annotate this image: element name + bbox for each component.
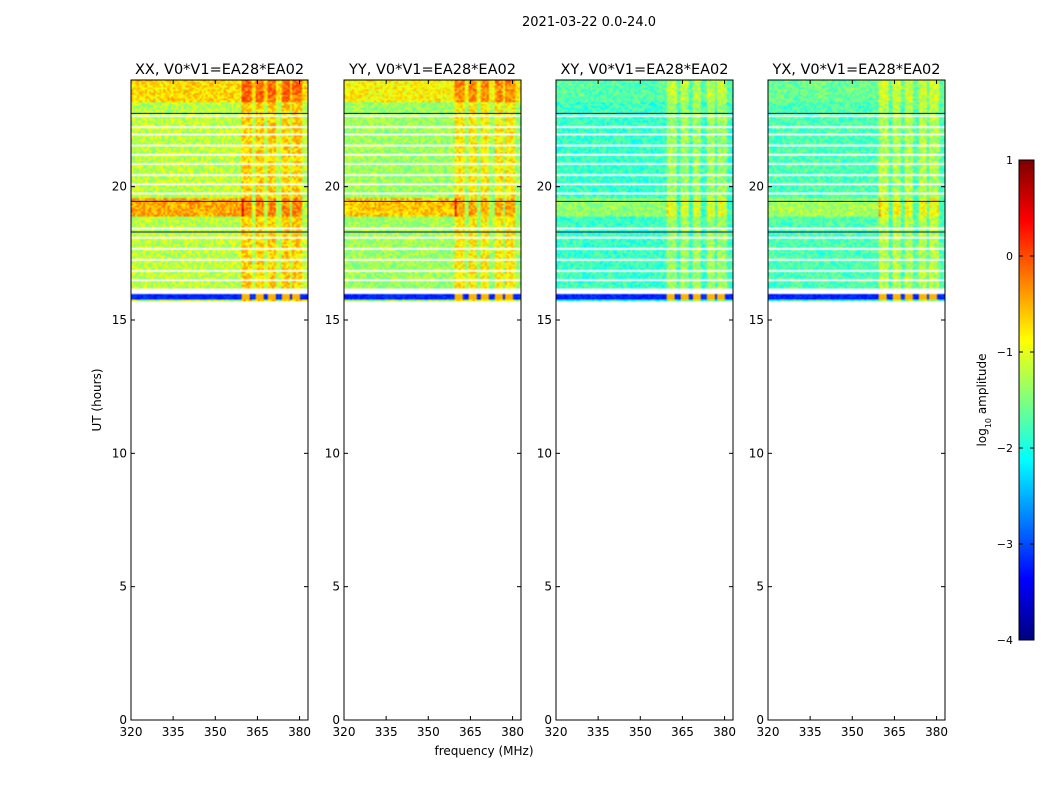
y-tick-label: 5 (756, 580, 764, 594)
x-tick-label: 350 (417, 725, 440, 739)
x-tick-label: 335 (162, 725, 185, 739)
panel-title: XY, V0*V1=EA28*EA02 (560, 62, 728, 78)
panel-2: YY, V0*V1=EA28*EA02 320 335 350 365 380 0 5 10 15… (325, 62, 524, 739)
colorbar-tick-label: −2 (997, 442, 1013, 455)
y-tick-label: 15 (325, 313, 340, 327)
y-tick-label: 10 (749, 446, 764, 460)
y-tick-label: 5 (544, 580, 552, 594)
x-tick-label: 365 (246, 725, 269, 739)
figure-title: 2021-03-22 0.0-24.0 (522, 15, 656, 30)
x-tick-label: 350 (204, 725, 227, 739)
y-tick-label: 0 (544, 713, 552, 727)
colorbar-tick-label: −1 (997, 346, 1013, 359)
y-tick-label: 15 (749, 313, 764, 327)
x-tick-label: 380 (501, 725, 524, 739)
colorbar-gradient (1019, 160, 1034, 640)
x-tick-label: 320 (545, 725, 568, 739)
x-tick-label: 320 (120, 725, 143, 739)
colorbar-frame (1018, 159, 1035, 641)
y-tick-label: 0 (119, 713, 127, 727)
panel-title: YY, V0*V1=EA28*EA02 (348, 62, 516, 78)
heatmap-image (131, 80, 308, 302)
y-tick-label: 15 (112, 313, 127, 327)
x-tick-label: 320 (757, 725, 780, 739)
x-tick-label: 335 (587, 725, 610, 739)
colorbar-tick-label: −4 (997, 634, 1013, 647)
y-tick-label: 10 (112, 446, 127, 460)
y-tick-label: 5 (119, 580, 127, 594)
colorbar-tick-label: −3 (997, 538, 1013, 551)
panel-1: XX, V0*V1=EA28*EA02 320 335 350 365 380 0 5 10 15… (112, 62, 311, 739)
panel-title: YX, V0*V1=EA28*EA02 (771, 62, 940, 78)
y-tick-label: 15 (537, 313, 552, 327)
x-tick-label: 365 (459, 725, 482, 739)
x-axis-label: frequency (MHz) (434, 744, 533, 758)
y-tick-label: 10 (537, 446, 552, 460)
x-tick-label: 335 (375, 725, 398, 739)
x-tick-label: 365 (883, 725, 906, 739)
x-tick-label: 320 (333, 725, 356, 739)
panels: XX, V0*V1=EA28*EA02 320 335 350 365 380 0 5 10 15… (112, 62, 948, 739)
panel-3: XY, V0*V1=EA28*EA02 320 335 350 365 380 0 5 10 15… (537, 62, 736, 739)
panel-frame (555, 79, 734, 721)
x-tick-label: 365 (671, 725, 694, 739)
heatmap-image (768, 80, 945, 302)
panel-4: YX, V0*V1=EA28*EA02 320 335 350 365 380 0 5 10 15… (749, 62, 948, 739)
y-tick-label: 10 (325, 446, 340, 460)
y-tick-label: 0 (332, 713, 340, 727)
y-tick-label: 0 (756, 713, 764, 727)
colorbar-tick-label: 1 (1006, 154, 1013, 167)
y-tick-label: 5 (332, 580, 340, 594)
y-tick-label: 20 (749, 180, 764, 194)
y-tick-label: 20 (112, 180, 127, 194)
y-tick-label: 20 (537, 180, 552, 194)
y-tick-label: 20 (325, 180, 340, 194)
colorbar-tick-label: 0 (1006, 250, 1013, 263)
panel-frame (343, 79, 522, 721)
x-tick-label: 380 (925, 725, 948, 739)
panel-title: XX, V0*V1=EA28*EA02 (135, 62, 304, 78)
x-tick-label: 335 (799, 725, 822, 739)
x-tick-label: 380 (288, 725, 311, 739)
heatmap-image (556, 80, 733, 302)
x-tick-label: 350 (629, 725, 652, 739)
x-tick-label: 350 (841, 725, 864, 739)
colorbar-label: log10 amplitude (975, 354, 993, 447)
y-axis-label: UT (hours) (90, 368, 104, 431)
colorbar: 1 0 −1 −2 −3 −4 log10 amplitude (975, 154, 1035, 647)
panel-frame (130, 79, 309, 721)
heatmap-image (344, 80, 521, 302)
x-tick-label: 380 (713, 725, 736, 739)
panel-frame (767, 79, 946, 721)
